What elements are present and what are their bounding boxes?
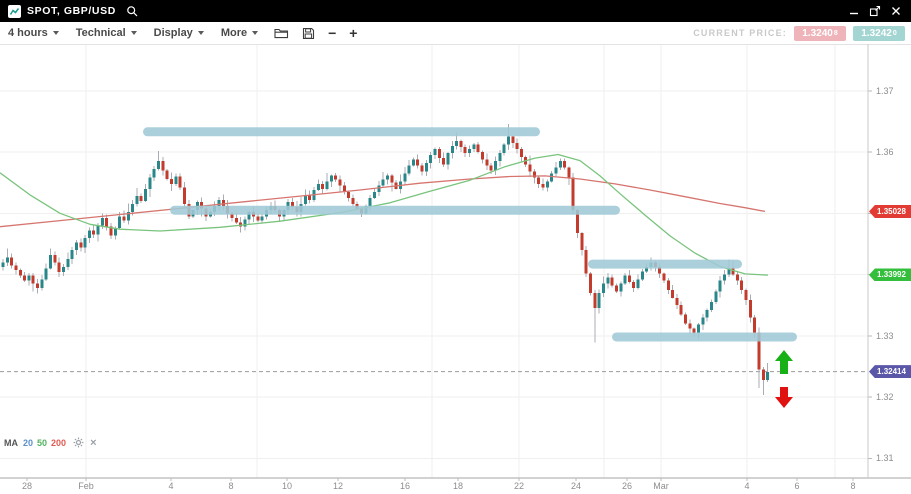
x-axis-label-26: 26: [621, 481, 633, 491]
x-axis-label-18: 18: [452, 481, 464, 491]
menu-display[interactable]: Display: [154, 27, 204, 39]
y-axis-label-1.33: 1.33: [876, 330, 894, 341]
ma50-value-marker: 1.33992: [869, 268, 911, 282]
x-axis-label-8: 8: [228, 481, 234, 491]
ma-indicator-legend: MA 20 50 200 ×: [4, 437, 97, 448]
indicator-settings-gear-icon[interactable]: [73, 437, 84, 448]
ma-period-20: 20: [23, 437, 34, 448]
chevron-down-icon: [252, 31, 259, 35]
chart-app-icon: [8, 4, 21, 18]
zoom-out-button[interactable]: −: [328, 25, 337, 41]
candlestick-chart[interactable]: [0, 44, 911, 494]
x-axis-label-6: 6: [794, 481, 800, 491]
x-axis-label-mar: Mar: [653, 481, 669, 491]
menu-4-hours[interactable]: 4 hours: [8, 27, 59, 39]
x-axis-label-10: 10: [281, 481, 293, 491]
x-axis-label-16: 16: [399, 481, 411, 491]
toolbar-menus: 4 hours Technical Display More: [0, 27, 259, 39]
y-axis-label-1.32: 1.32: [876, 392, 894, 402]
open-folder-icon[interactable]: [274, 27, 289, 39]
ma-period-50: 50: [37, 437, 48, 448]
y-axis-label-1.36: 1.36: [876, 147, 894, 157]
menu-label: 4 hours: [8, 27, 48, 39]
arrow-up-signal-icon: [775, 350, 793, 374]
menu-label: Display: [153, 27, 193, 39]
y-axis-label-1.31: 1.31: [876, 453, 894, 464]
y-axis-label-1.37: 1.37: [876, 85, 894, 96]
chevron-down-icon: [130, 31, 137, 35]
x-axis-label-8: 8: [850, 481, 856, 491]
indicator-remove-icon[interactable]: ×: [90, 436, 97, 449]
menu-label: More: [220, 27, 248, 39]
restore-button[interactable]: [868, 4, 882, 18]
chevron-down-icon: [197, 31, 204, 35]
menu-label: Technical: [75, 27, 126, 39]
ma-label: MA: [4, 437, 18, 448]
current-price-label: CURRENT PRICE:: [693, 28, 787, 38]
menu-more[interactable]: More: [220, 27, 259, 39]
minimize-button[interactable]: [847, 4, 861, 18]
ma-period-200: 200: [51, 437, 67, 448]
close-button[interactable]: [889, 4, 903, 18]
chevron-down-icon: [52, 31, 59, 35]
bid-price-badge: 1.3240 8: [794, 25, 846, 41]
x-axis-label-24: 24: [570, 481, 582, 491]
x-axis-label-22: 22: [513, 481, 525, 491]
x-axis-label-12: 12: [332, 481, 344, 491]
x-axis-label-4: 4: [744, 481, 750, 491]
x-axis-label-4: 4: [168, 481, 174, 491]
title-bar: SPOT, GBP/USD: [0, 0, 911, 22]
arrow-down-signal-icon: [775, 387, 793, 408]
zoom-in-button[interactable]: +: [349, 25, 358, 41]
x-axis-label-feb: Feb: [78, 481, 94, 491]
menu-technical[interactable]: Technical: [76, 27, 137, 39]
candlestick-series: [1, 123, 770, 396]
window-title: SPOT, GBP/USD: [27, 5, 116, 17]
save-icon[interactable]: [302, 27, 315, 40]
x-axis-label-28: 28: [21, 481, 33, 491]
search-icon[interactable]: [126, 5, 139, 18]
ma200-value-marker: 1.35028: [869, 205, 911, 219]
last-price-marker: 1.32414: [869, 365, 911, 379]
chart-canvas[interactable]: 1.37 1.36 1.33 1.32 1.31 28 Feb 4 8 10 12 16 18 22 24…: [0, 44, 911, 494]
toolbar: 4 hours Technical Display More − + CURRENT …: [0, 22, 911, 45]
ask-price-badge: 1.3242 0: [853, 25, 905, 41]
